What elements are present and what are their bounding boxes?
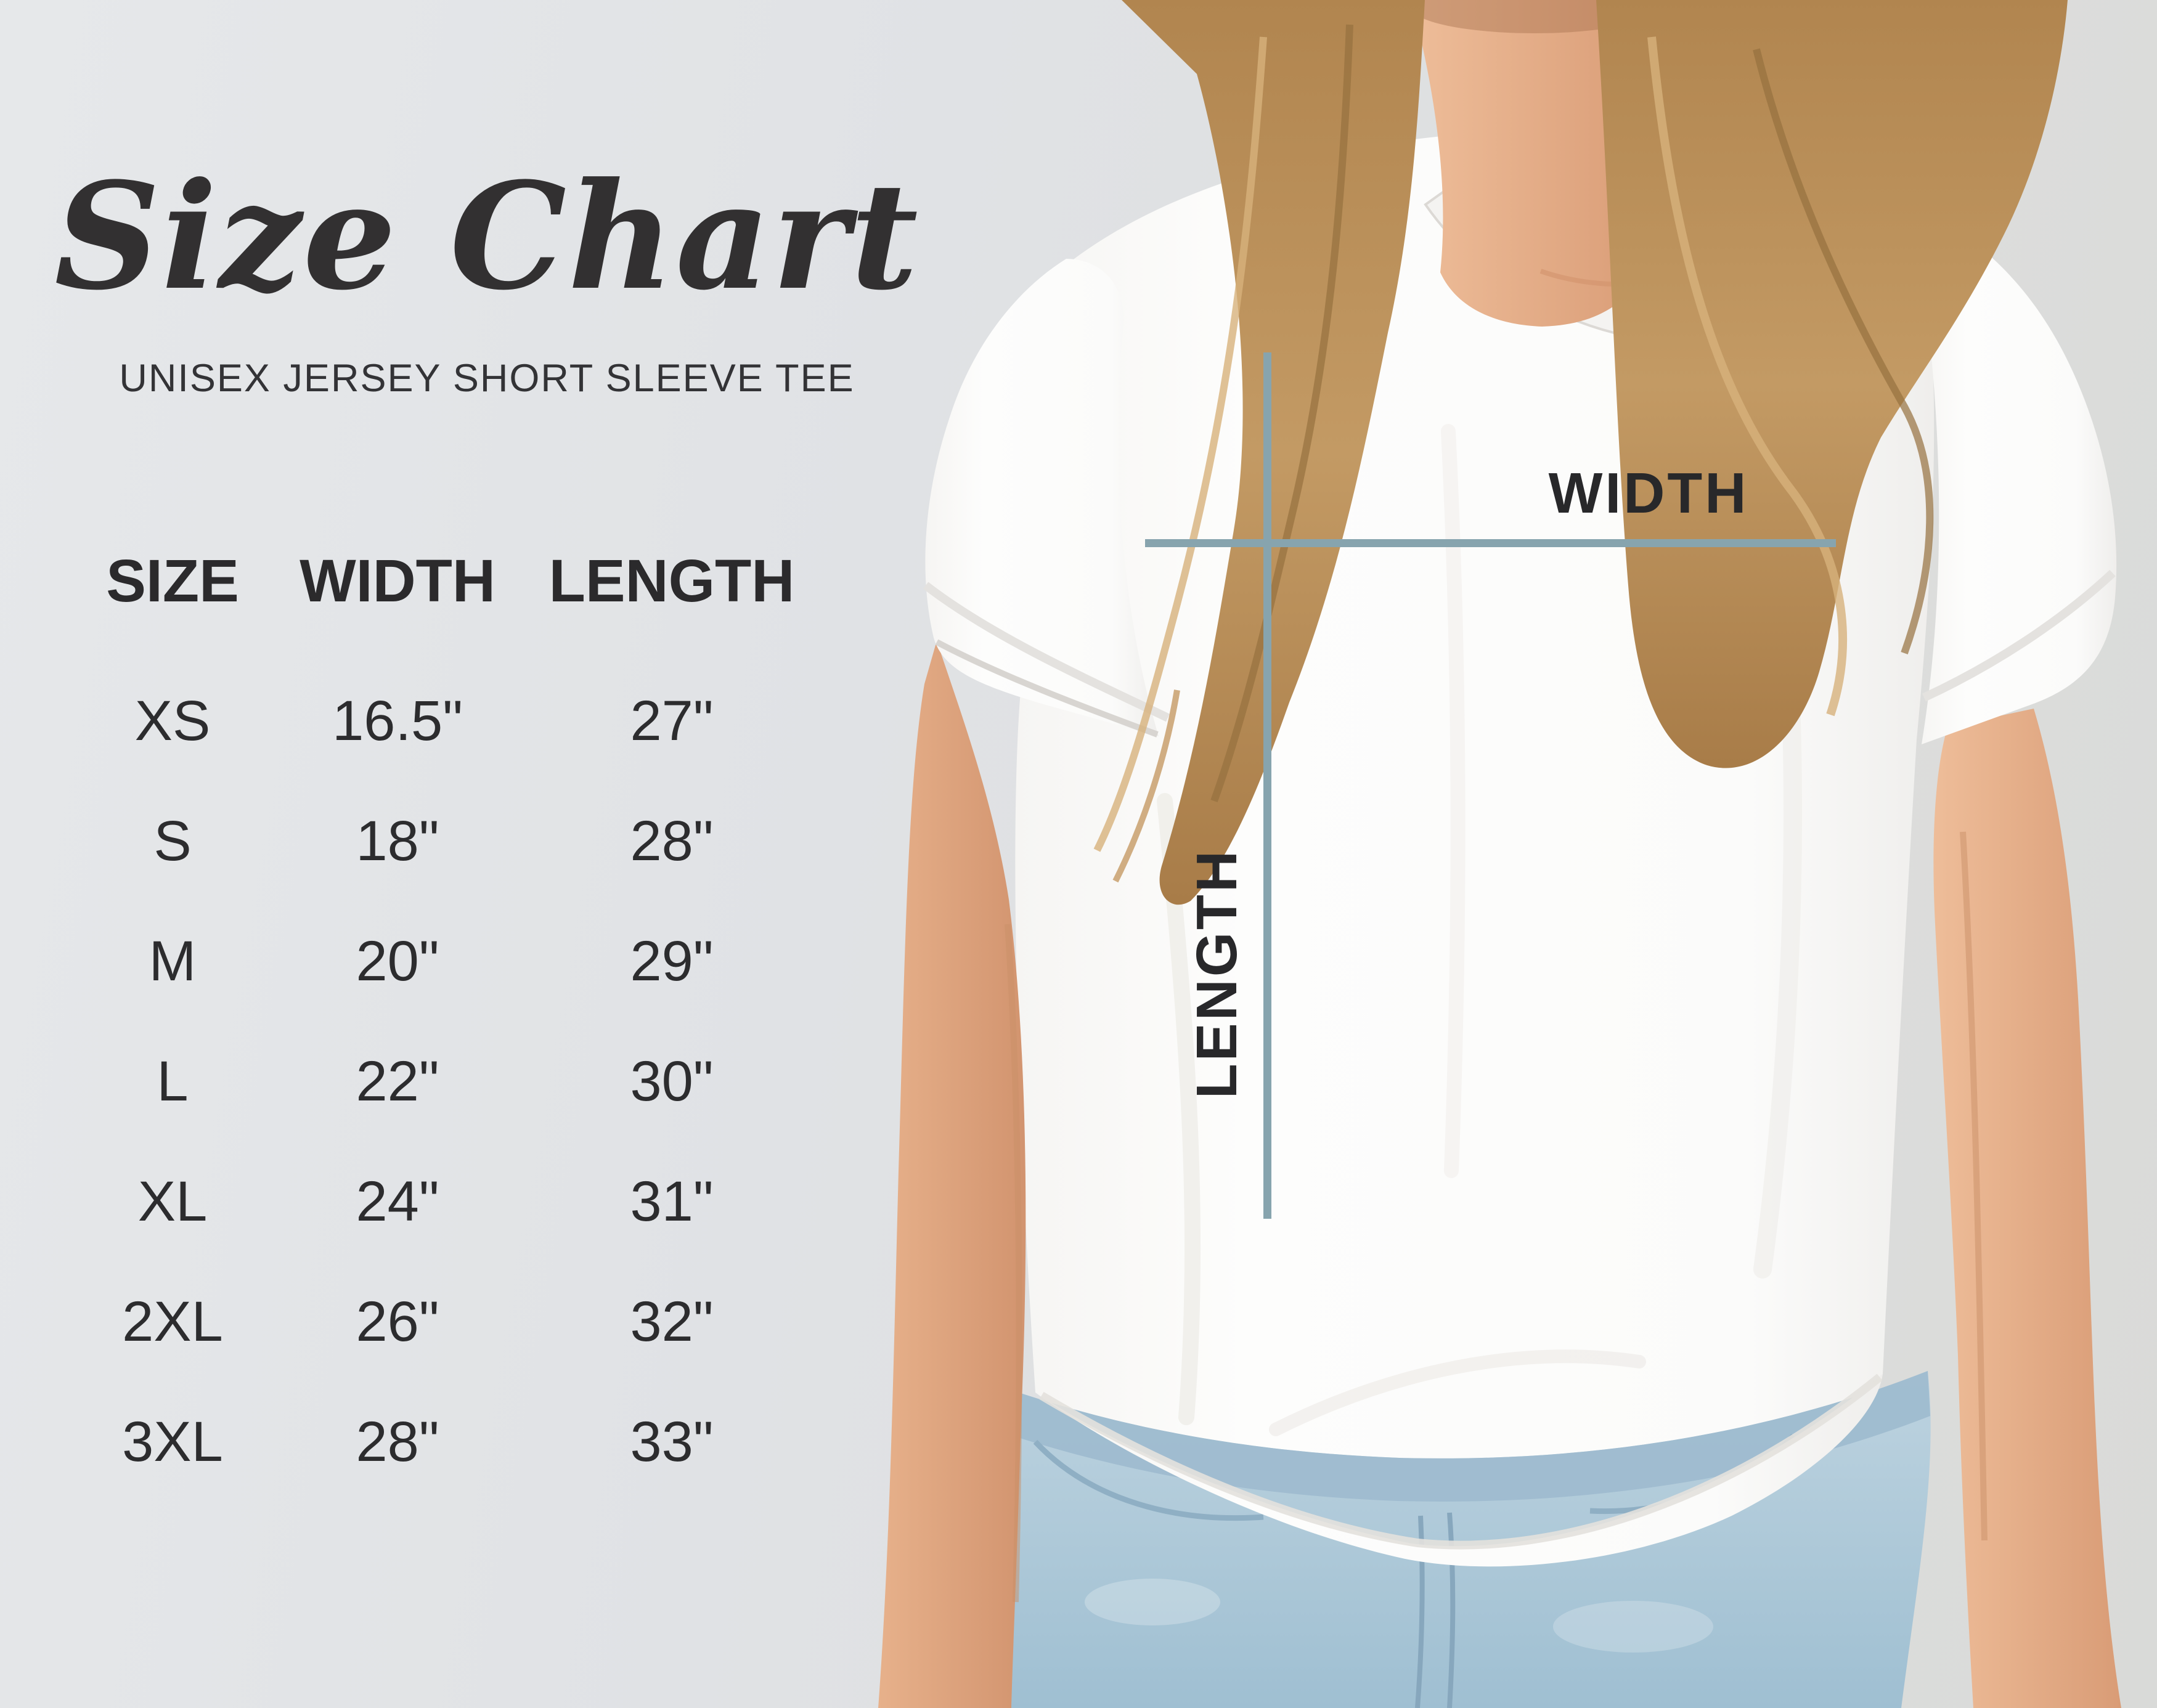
table-cell-size: 3XL — [122, 1410, 223, 1473]
col-header-size: SIZE — [106, 547, 239, 614]
model-photo — [878, 0, 2121, 1708]
table-cell-width: 18" — [356, 810, 439, 872]
table-cell-size: S — [153, 810, 192, 872]
table-cell-length: 33" — [630, 1410, 714, 1473]
table-cell-size: 2XL — [122, 1290, 223, 1353]
length-measure-label: LENGTH — [1185, 848, 1249, 1099]
table-cell-length: 32" — [630, 1290, 714, 1353]
page-title: Size Chart — [54, 151, 919, 323]
col-header-width: WIDTH — [300, 547, 495, 614]
tshirt-hem — [1035, 1374, 1883, 1567]
width-measure-line — [1145, 539, 1836, 547]
table-cell-length: 28" — [630, 810, 714, 872]
table-cell-size: M — [149, 930, 197, 993]
size-table-header: SIZE WIDTH LENGTH — [68, 521, 832, 641]
table-cell-size: XS — [134, 689, 211, 752]
table-cell-length: 29" — [630, 930, 714, 993]
table-cell-size: XL — [137, 1170, 208, 1233]
table-cell-width: 16.5" — [332, 689, 463, 752]
size-table-body: XS 16.5" 27" S 18" 28" M 20" 29" L 22" 3… — [68, 661, 832, 1502]
length-measure-line — [1263, 352, 1271, 1219]
table-cell-width: 26" — [356, 1290, 439, 1353]
col-header-length: LENGTH — [548, 547, 795, 614]
page-subtitle: UNISEX JERSEY SHORT SLEEVE TEE — [119, 357, 855, 400]
arms — [878, 641, 2121, 1708]
table-cell-length: 27" — [630, 689, 714, 752]
hair — [1093, 0, 2068, 905]
table-cell-length: 31" — [630, 1170, 714, 1233]
table-cell-size: L — [157, 1050, 189, 1113]
table-cell-width: 24" — [356, 1170, 439, 1233]
table-cell-length: 30" — [630, 1050, 714, 1113]
table-cell-width: 22" — [356, 1050, 439, 1113]
table-cell-width: 20" — [356, 930, 439, 993]
size-table: SIZE WIDTH LENGTH XS 16.5" 27" S 18" 28"… — [68, 521, 832, 1502]
neck — [1411, 0, 1697, 327]
sleeves — [923, 209, 2117, 744]
table-cell-width: 28" — [356, 1410, 439, 1473]
width-measure-label: WIDTH — [1548, 461, 1749, 525]
